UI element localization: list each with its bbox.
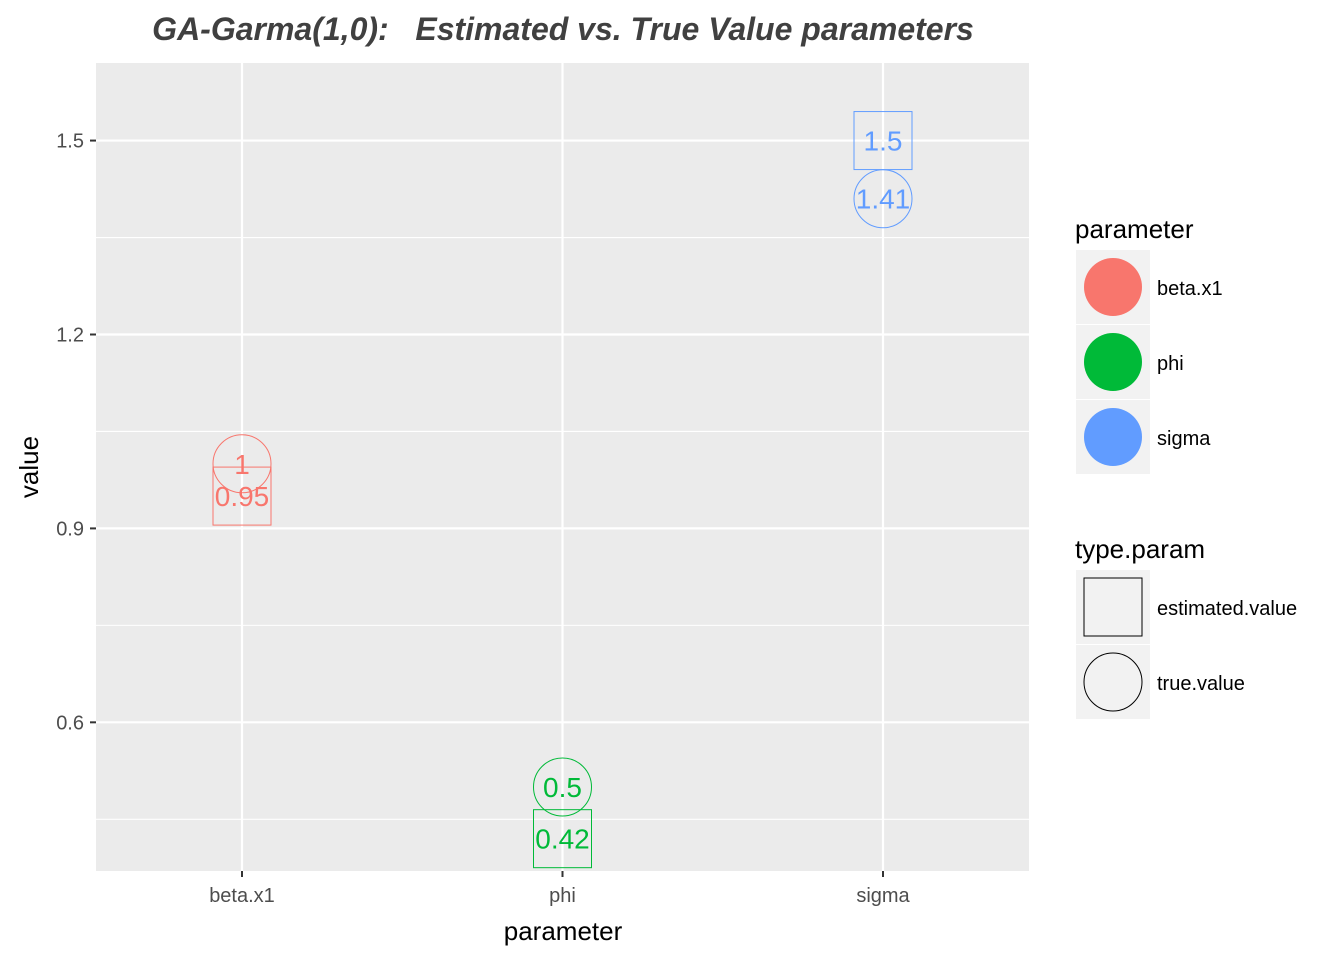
axis-ticks: 0.6 0.9 1.2 1.5 beta.x1 phi sigma	[56, 131, 910, 907]
chart-title: GA-Garma(1,0): Estimated vs. True Value …	[152, 11, 974, 47]
legend-label: true.value	[1157, 673, 1245, 695]
legend-key-background	[1076, 570, 1150, 644]
x-tick-label: beta.x1	[209, 885, 275, 907]
legends: parameter beta.x1 phi sigma type.param estima…	[1075, 214, 1297, 719]
legend-label: sigma	[1157, 428, 1211, 450]
x-tick-label: sigma	[856, 885, 910, 907]
y-tick-label: 1.2	[56, 324, 84, 346]
y-tick-label: 1.5	[56, 131, 84, 153]
y-axis-title: value	[14, 436, 44, 498]
legend-label: estimated.value	[1157, 598, 1297, 620]
true-value-marker	[212, 434, 272, 494]
legend-color-swatch	[1084, 258, 1142, 316]
estimated-value-marker	[533, 809, 592, 869]
x-axis-title: parameter	[504, 916, 623, 946]
estimated-value-marker	[212, 466, 272, 526]
legend-title-type-param: type.param	[1075, 534, 1205, 564]
true-value-marker	[533, 757, 592, 817]
y-tick-label: 0.9	[56, 518, 84, 540]
legend-circle-swatch	[1083, 652, 1143, 712]
true-value-marker	[853, 169, 913, 229]
legend-square-swatch	[1083, 577, 1143, 637]
y-tick-label: 0.6	[56, 712, 84, 734]
true-value-label: 1	[234, 449, 250, 480]
x-tick-label: phi	[549, 885, 576, 907]
legend-color-swatch	[1084, 333, 1142, 391]
legend-label: beta.x1	[1157, 278, 1223, 300]
true-value-label: 1.41	[856, 184, 911, 215]
legend-label: phi	[1157, 353, 1184, 375]
true-value-label: 0.5	[543, 772, 582, 803]
data-marks: 0.950.421.510.51.41	[212, 111, 913, 869]
legend-title-parameter: parameter	[1075, 214, 1194, 244]
estimated-value-label: 0.42	[535, 824, 590, 855]
estimated-value-label: 1.5	[864, 126, 903, 157]
legend-color-swatch	[1084, 408, 1142, 466]
legend-key-background	[1076, 645, 1150, 719]
grid-major	[96, 63, 1029, 871]
